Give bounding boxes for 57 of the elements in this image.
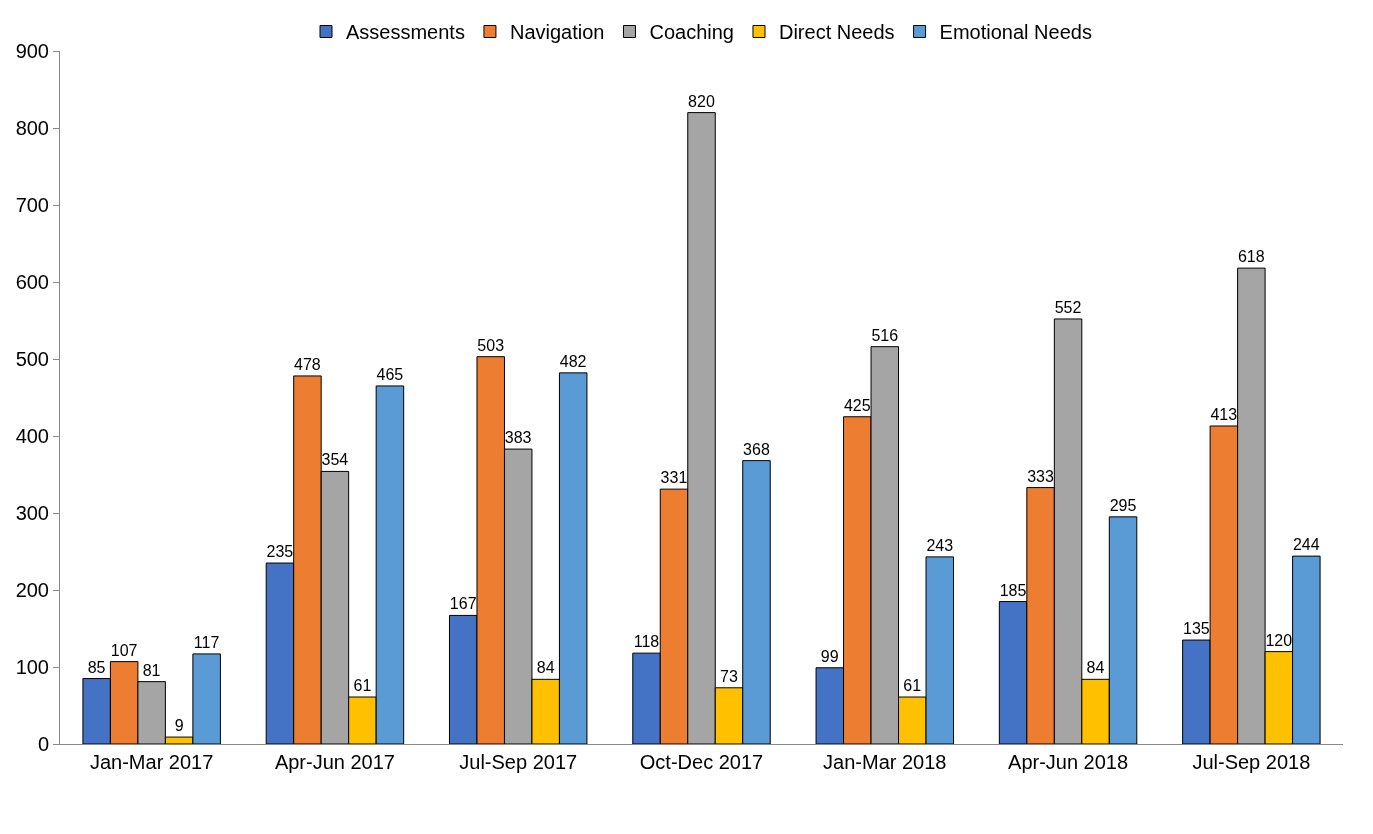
data-label: 478 xyxy=(294,355,321,373)
data-label: 84 xyxy=(536,659,555,677)
data-label: 354 xyxy=(321,451,349,469)
data-label: 107 xyxy=(110,641,138,659)
y-tick-label: 300 xyxy=(15,502,49,524)
x-tick-label: Oct-Dec 2017 xyxy=(639,751,764,773)
y-tick-label: 900 xyxy=(15,40,49,62)
data-label: 9 xyxy=(174,717,184,735)
y-tick-label: 0 xyxy=(37,733,49,755)
data-label: 61 xyxy=(353,677,372,695)
x-tick-label: Apr-Jun 2018 xyxy=(1008,751,1129,773)
data-label: 99 xyxy=(820,647,839,665)
data-label: 333 xyxy=(1027,467,1054,485)
data-label: 425 xyxy=(843,396,871,414)
legend-label: Assessments xyxy=(346,21,465,44)
data-label: 135 xyxy=(1182,620,1210,638)
data-label: 331 xyxy=(660,469,688,487)
data-label: 81 xyxy=(142,661,161,679)
data-label: 118 xyxy=(633,633,660,651)
data-label: 73 xyxy=(720,667,738,685)
data-label: 503 xyxy=(477,336,505,354)
y-tick-label: 200 xyxy=(15,579,49,601)
data-label: 120 xyxy=(1265,631,1293,649)
x-tick-label: Jan-Mar 2018 xyxy=(823,751,947,773)
data-label: 618 xyxy=(1237,248,1265,266)
y-tick-label: 700 xyxy=(15,194,49,216)
y-tick-label: 800 xyxy=(15,117,49,139)
data-label: 482 xyxy=(559,352,587,370)
data-label: 383 xyxy=(504,429,532,447)
data-label: 552 xyxy=(1054,298,1082,316)
data-label: 820 xyxy=(688,92,715,110)
data-label: 413 xyxy=(1210,405,1238,423)
x-tick-label: Jul-Sep 2017 xyxy=(459,751,578,773)
data-label: 167 xyxy=(449,595,477,613)
data-label: 84 xyxy=(1086,659,1105,677)
data-label: 235 xyxy=(266,543,294,561)
legend-label: Navigation xyxy=(509,21,605,44)
data-label: 465 xyxy=(376,365,404,383)
y-tick-label: 400 xyxy=(15,425,49,447)
x-tick-label: Jul-Sep 2018 xyxy=(1192,751,1311,773)
data-label: 244 xyxy=(1292,536,1320,554)
data-label: 516 xyxy=(871,326,899,344)
x-tick-label: Jan-Mar 2017 xyxy=(89,751,214,773)
data-label: 117 xyxy=(193,633,220,651)
legend-label: Coaching xyxy=(649,21,734,44)
data-label: 243 xyxy=(926,536,954,554)
data-label: 185 xyxy=(999,581,1027,599)
data-label: 85 xyxy=(87,658,106,676)
legend-label: Direct Needs xyxy=(778,21,895,44)
data-label: 61 xyxy=(903,677,922,695)
data-label: 368 xyxy=(743,440,770,458)
data-label: 295 xyxy=(1109,496,1137,514)
legend-label: Emotional Needs xyxy=(939,21,1092,44)
y-tick-label: 600 xyxy=(15,271,49,293)
x-tick-label: Apr-Jun 2017 xyxy=(274,751,395,773)
y-tick-label: 100 xyxy=(15,656,49,678)
y-tick-label: 500 xyxy=(15,348,49,370)
